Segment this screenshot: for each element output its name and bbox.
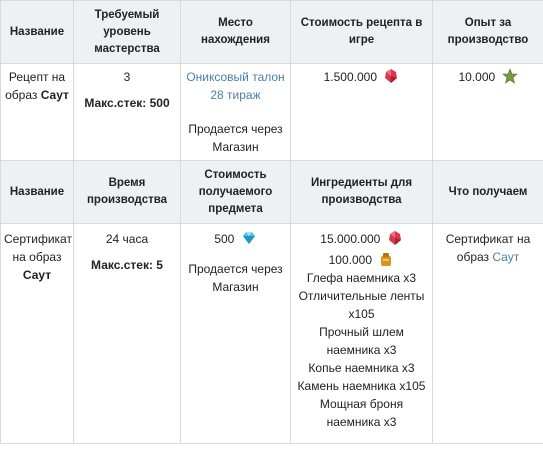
recipe-cost-cell: 1.500.000	[290, 63, 433, 161]
ingredient-item: Глефа наемника x3	[306, 271, 417, 285]
recipe-name-prefix: Рецепт на образ	[5, 70, 66, 102]
max-stack-label: Макс.стек: 500	[84, 96, 170, 110]
red-gem-icon	[388, 231, 401, 245]
ingredient-item: Камень наемника x105	[297, 379, 426, 393]
ingredient-gold-value: 100.000	[328, 253, 373, 267]
result-link[interactable]: Саут	[492, 250, 520, 264]
recipe-name-bold: Саут	[40, 88, 69, 102]
ingredients-cell: 15.000.000 100.000 Глефа наемника x3 Отл…	[290, 223, 433, 444]
production-time-cell: 24 часа Макс.стек: 5	[73, 223, 181, 444]
header-item-cost: Стоимость получаемого предмета	[180, 160, 291, 224]
recipe-cost-value: 1.500.000	[323, 70, 378, 84]
ingredient-item: Копье наемника x3	[308, 361, 415, 375]
mastery-level-cell: 3 Макс.стек: 500	[73, 63, 181, 161]
max-stack-label-2: Макс.стек: 5	[91, 258, 163, 272]
recipe-name-cell: Рецепт на образ Саут	[0, 63, 74, 161]
item-cost-value: 500	[214, 232, 235, 246]
header-result: Что получаем	[432, 160, 543, 224]
experience-value: 10.000	[458, 70, 496, 84]
certificate-name-bold: Саут	[22, 268, 52, 282]
result-cell: Сертификат на образ Саут	[432, 223, 543, 444]
header-production-time: Время производства	[73, 160, 181, 224]
table-row: Рецепт на образ Саут 3 Макс.стек: 500 Он…	[0, 63, 543, 161]
sold-in-shop-text: Продается через Магазин	[188, 122, 283, 154]
gold-bag-icon	[381, 253, 392, 266]
table-header-row: Название Требуемый уровень мастерства Ме…	[0, 0, 543, 64]
certificate-name-cell: Сертификат на образ Саут	[0, 223, 74, 444]
item-cost-cell: 500 Продается через Магазин	[180, 223, 291, 444]
table-row: Сертификат на образ Саут 24 часа Макс.ст…	[0, 223, 543, 444]
diamond-icon	[242, 232, 255, 244]
header-name: Название	[0, 0, 74, 64]
ingredient-gems-value: 15.000.000	[320, 232, 381, 246]
ingredient-item: Мощная броня наемника x3	[319, 397, 404, 429]
header-name-2: Название	[0, 160, 74, 224]
ingredient-item: Прочный шлем наемника x3	[319, 325, 404, 357]
onyx-ticket-link[interactable]: Ониксовый талон 28 тираж	[186, 70, 285, 102]
red-gem-icon	[385, 69, 398, 83]
header-ingredients: Ингредиенты для производства	[290, 160, 433, 224]
header-mastery-level: Требуемый уровень мастерства	[73, 0, 181, 64]
ingredient-item: Отличительные ленты x105	[298, 289, 425, 321]
header-experience: Опыт за производство	[432, 0, 543, 64]
header-location: Место нахождения	[180, 0, 291, 64]
certificate-name-prefix: Сертификат на образ	[4, 232, 72, 264]
green-star-icon	[501, 68, 518, 84]
result-prefix: Сертификат на образ	[445, 232, 531, 264]
mastery-level-value: 3	[123, 70, 131, 84]
location-cell: Ониксовый талон 28 тираж Продается через…	[180, 63, 291, 161]
item-sold-in-shop-text: Продается через Магазин	[188, 262, 283, 294]
table-header-row: Название Время производства Стоимость по…	[0, 160, 543, 224]
production-time-value: 24 часа	[105, 232, 149, 246]
experience-cell: 10.000	[432, 63, 543, 161]
header-recipe-cost: Стоимость рецепта в игре	[290, 0, 433, 64]
